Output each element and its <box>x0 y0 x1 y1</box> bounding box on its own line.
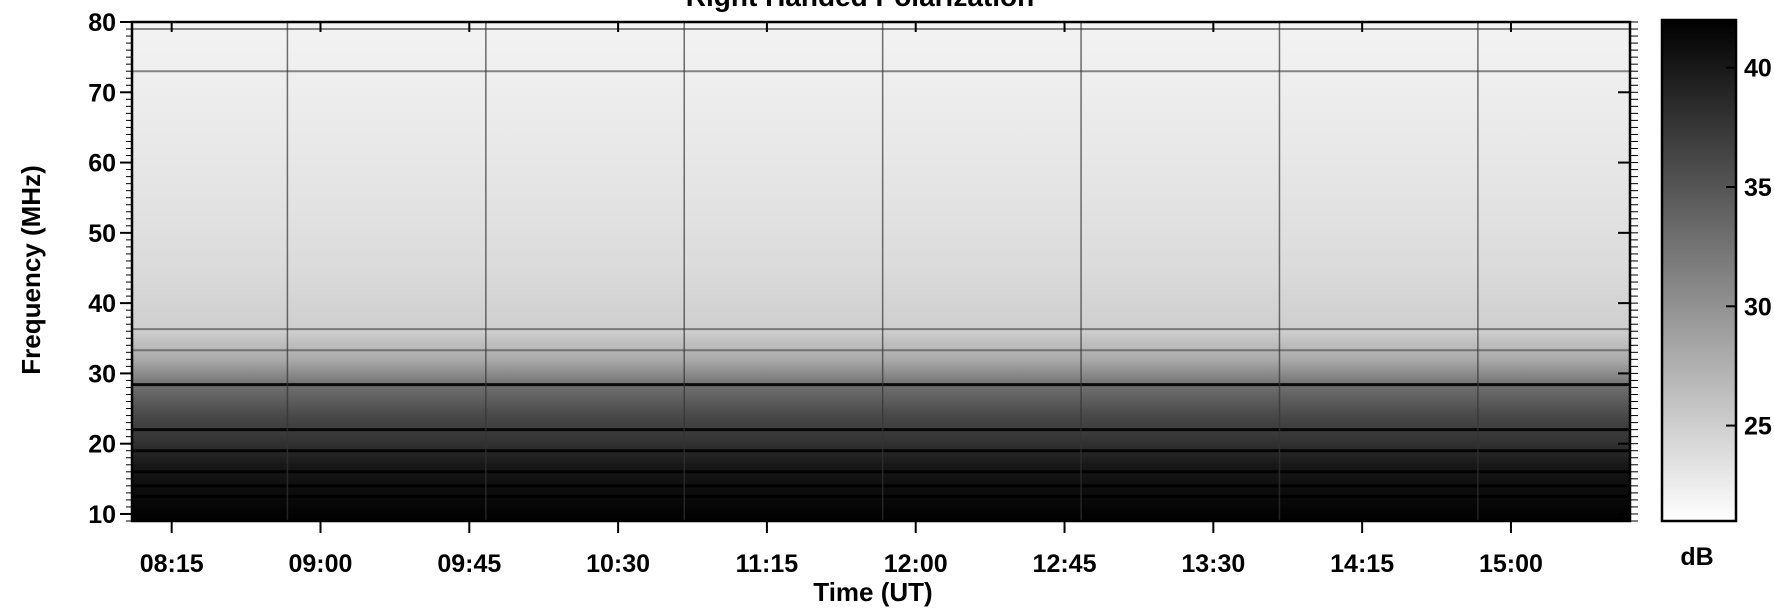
y-tick-label-2: 30 <box>88 360 116 388</box>
x-tick-label-5: 12:00 <box>884 550 948 578</box>
y-tick-label-6: 70 <box>88 79 116 107</box>
y-axis-title: Frequency (MHz) <box>16 165 46 374</box>
x-tick-label-6: 12:45 <box>1033 550 1097 578</box>
colorbar: 25 30 35 40 dB <box>1660 18 1772 571</box>
colorbar-ticks: 25 30 35 40 <box>1726 55 1772 441</box>
x-axis-title: Time (UT) <box>813 577 932 607</box>
y-tick-label-0: 10 <box>88 501 116 529</box>
x-tick-label-2: 09:45 <box>437 550 501 578</box>
interference-bands <box>132 28 1630 498</box>
plot-area <box>130 20 1632 523</box>
x-axis: 08:15 09:00 09:45 10:30 11:15 12:00 12:45 13:30… <box>140 22 1543 578</box>
x-tick-label-4: 11:15 <box>736 550 799 578</box>
y-tick-label-7: 80 <box>88 9 116 37</box>
cbar-tick-label-1: 30 <box>1744 293 1772 321</box>
x-tick-label-9: 15:00 <box>1479 550 1543 578</box>
cbar-tick-label-0: 25 <box>1744 413 1772 441</box>
plot-frame <box>130 20 1632 523</box>
cbar-tick-label-2: 35 <box>1744 174 1772 202</box>
y-tick-label-5: 60 <box>88 150 116 178</box>
y-axis: 10 20 30 40 50 60 70 80 <box>88 9 1638 529</box>
y-tick-label-4: 50 <box>88 220 116 248</box>
x-tick-label-8: 14:15 <box>1330 550 1394 578</box>
colorbar-frame <box>1660 18 1738 523</box>
x-tick-label-7: 13:30 <box>1181 550 1245 578</box>
colorbar-gradient-rect <box>1662 20 1736 521</box>
vertical-gap-lines <box>286 22 1479 521</box>
y-tick-label-3: 40 <box>88 290 116 318</box>
x-tick-label-1: 09:00 <box>289 550 353 578</box>
chart-title: Right Handed Polarization <box>686 0 1034 12</box>
x-tick-label-3: 10:30 <box>586 550 650 578</box>
cbar-tick-label-3: 40 <box>1744 55 1772 83</box>
colorbar-label: dB <box>1680 543 1713 571</box>
x-tick-label-0: 08:15 <box>140 550 204 578</box>
spectrogram-image <box>132 22 1630 521</box>
y-tick-label-1: 20 <box>88 431 116 459</box>
